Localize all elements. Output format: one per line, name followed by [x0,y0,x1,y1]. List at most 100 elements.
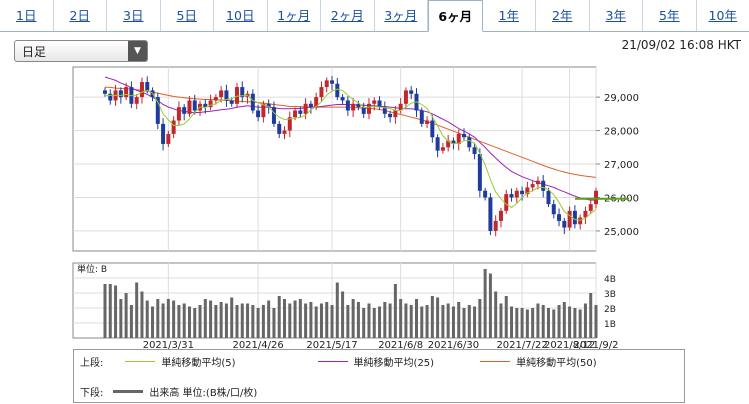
period-tabs: 1日 2日 3日 5日 10日 1ヶ月 2ヶ月 3ヶ月 6ヶ月 1年 2年 3年 5年 10年 [0,0,749,32]
candle-body [213,97,218,101]
candle-body [425,120,430,124]
x-tick-label: 2021/7/22 [496,340,547,351]
x-tick-label: 2021/5/17 [306,340,357,351]
legend-label: 単純移動平均(50) [516,358,597,369]
volume-tick-label: 2B [604,305,616,315]
candle-body [483,190,488,198]
volume-bar [267,300,271,338]
volume-bar [589,293,593,338]
volume-bar [446,303,450,338]
tab-7[interactable]: 3ヶ月 [375,0,428,31]
volume-bar [341,291,345,338]
legend-swatch [125,361,156,362]
legend-item-ma-2: 単純移動平均(50) [480,354,597,369]
tab-0[interactable]: 1日 [0,0,54,31]
volume-bar [568,306,572,338]
volume-bar [224,303,228,338]
volume-bar [367,303,371,338]
volume-bar [166,299,170,338]
candle-body [446,140,451,148]
candle-body [504,194,509,211]
legend-swatch [480,361,511,362]
y-tick-label: 28,000 [604,127,639,138]
volume-bar [536,303,540,338]
volume-tick-label: 4B [604,275,616,285]
volume-bar [562,302,566,338]
legend: 上段: 単純移動平均(5) 単純移動平均(25) 単純移動平均(50) 下段: 出来… [73,349,685,403]
candle-body [557,214,562,221]
volume-bar [451,306,455,338]
volume-bar [594,305,598,338]
candle-body [192,100,197,111]
tab-1[interactable]: 2日 [54,0,107,31]
tab-12[interactable]: 5年 [643,0,697,31]
tab-13[interactable]: 10年 [708,8,737,23]
tab-9[interactable]: 1年 [483,0,536,31]
volume-bar [573,308,577,338]
candle-body [388,113,393,118]
candle-body [256,110,261,118]
candle-body [525,187,530,195]
tab-11[interactable]: 3年 [590,0,643,31]
candle-body [356,103,361,108]
tab-10[interactable]: 2年 [536,0,590,31]
volume-bar [557,305,561,338]
candle-body [229,100,234,104]
volume-bar [546,308,550,338]
volume-bar [578,309,582,338]
volume-bar [520,308,524,338]
tab-3[interactable]: 5日 [161,0,214,31]
legend-swatch [317,361,348,362]
volume-bar [193,308,197,338]
period-select-value: 日足 [22,45,47,59]
volume-unit-label: 単位: B [77,263,107,275]
volume-bar [404,303,408,338]
tab-5[interactable]: 1ヶ月 [268,0,321,31]
volume-bar [219,302,223,338]
tab-8[interactable]: 6ヶ月 [428,0,483,32]
candle-body [403,90,408,104]
volume-bar [346,305,350,338]
volume-bar [156,299,160,338]
volume-bar [383,302,387,338]
volume-bar [129,305,133,338]
volume-plot-frame [72,262,597,339]
x-tick-label: 2021/6/30 [428,340,479,351]
candle-body [303,103,308,114]
candle-body [398,103,403,111]
candle-body [514,190,519,198]
candle-body [203,103,208,108]
candle-body [266,103,271,108]
candle-body [208,100,213,108]
volume-bar [293,300,297,338]
candle-body [430,120,435,138]
candle-body [298,110,303,114]
volume-bar [393,284,397,338]
volume-bar [198,305,202,338]
volume-bar [119,299,123,338]
candle-body [567,210,572,228]
candle-body [240,87,245,98]
tab-4[interactable]: 10日 [214,0,268,31]
candle-body [551,204,556,215]
candle-body [541,180,546,191]
tab-6[interactable]: 2ヶ月 [321,0,375,31]
volume-bar [288,303,292,338]
candle-body [435,137,440,151]
candle-body [562,220,567,228]
volume-bar [240,303,244,338]
candle-body [451,140,456,144]
candle-body [535,180,540,185]
volume-bar [283,299,287,338]
period-select[interactable]: 日足 ▼ [14,40,148,62]
candle-body [572,210,577,225]
tab-2[interactable]: 3日 [107,0,161,31]
volume-bar [362,308,366,338]
volume-bar [314,306,318,338]
candle-body [493,220,498,231]
candle-body [176,107,181,121]
volume-bar [319,303,323,338]
candle-body [393,110,398,118]
chevron-down-icon[interactable]: ▼ [128,41,147,61]
candle-body [330,80,335,84]
